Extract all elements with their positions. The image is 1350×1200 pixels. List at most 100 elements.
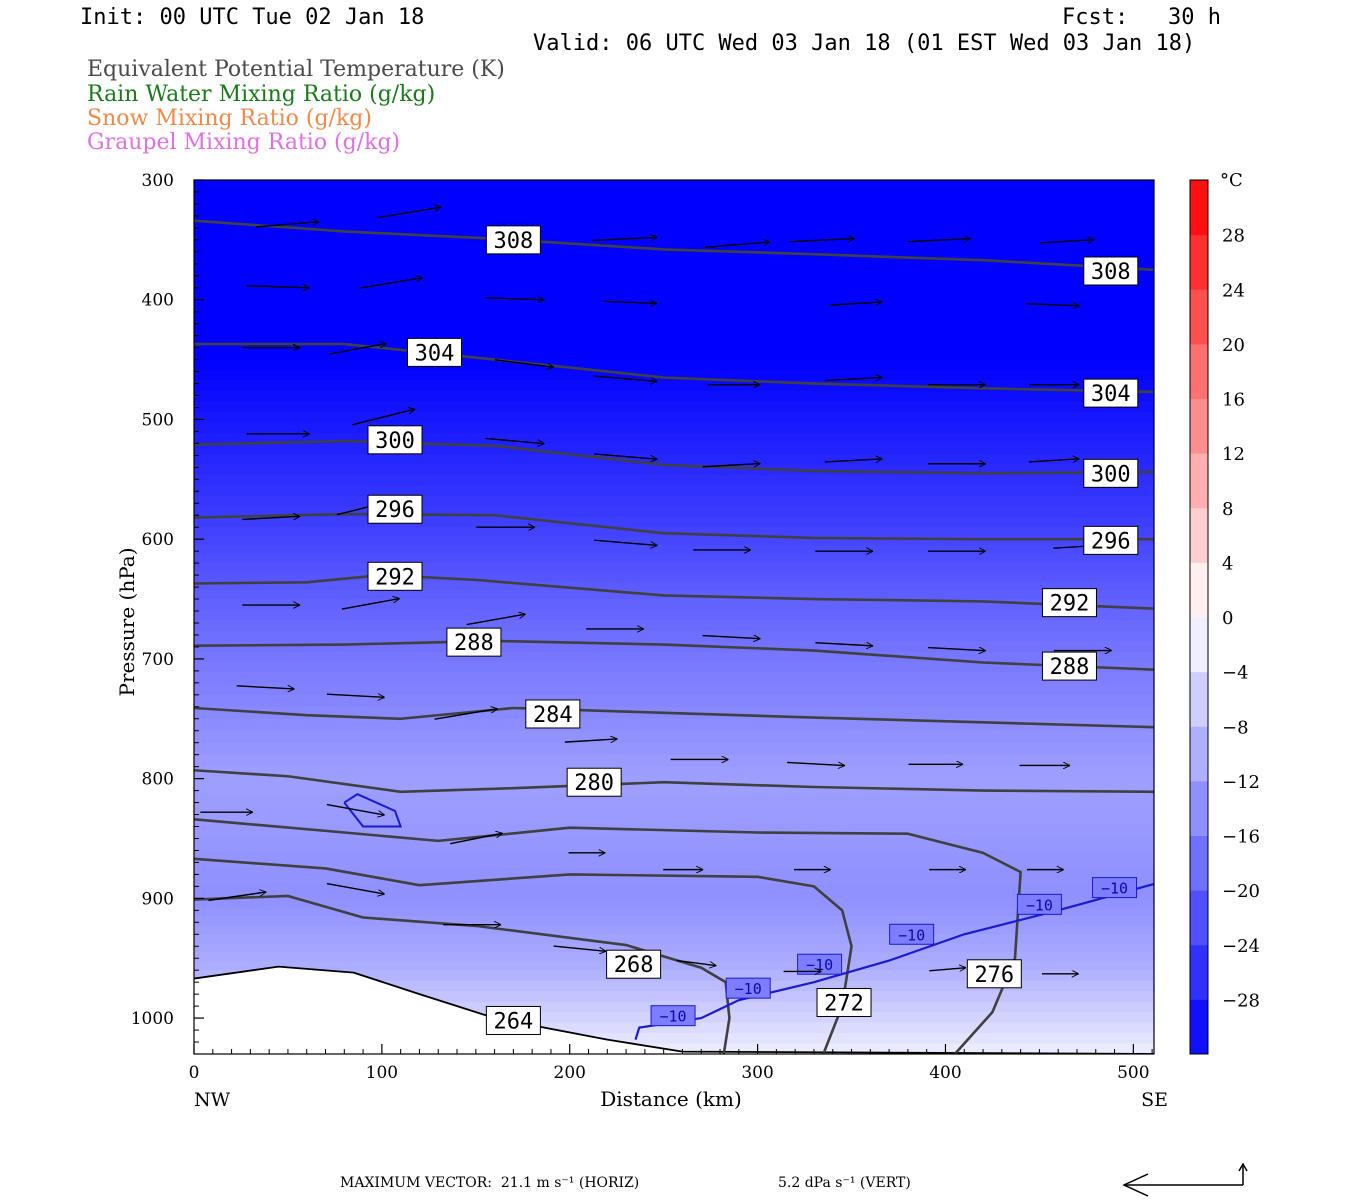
contour-label-box bbox=[406, 337, 462, 367]
temperature-band bbox=[194, 943, 1154, 953]
contour-label: 308 bbox=[1091, 260, 1131, 285]
colorbar: 28 24 20 16 12 8 4 0 −4 −8 −12 −16 −20 −24 −28 °C bbox=[1189, 170, 1260, 1055]
colorbar-segment bbox=[1190, 890, 1208, 946]
x-tick-label: 0 bbox=[189, 1063, 200, 1083]
temperature-band bbox=[194, 516, 1154, 528]
isotherm-label: −10 bbox=[898, 926, 925, 944]
contour-label-box bbox=[525, 699, 581, 729]
temperature-band bbox=[194, 370, 1154, 382]
temperature-band bbox=[194, 485, 1154, 497]
temperature-band bbox=[194, 572, 1154, 582]
colorbar-label: −8 bbox=[1222, 717, 1249, 738]
temperature-band bbox=[194, 952, 1154, 962]
colorbar-segment bbox=[1190, 944, 1208, 1000]
isotherm-label: −10 bbox=[660, 1008, 687, 1026]
wind-vector bbox=[485, 298, 545, 300]
contour-label-box bbox=[1041, 651, 1097, 681]
temperature-band bbox=[194, 718, 1154, 732]
x-tick-label: 400 bbox=[929, 1063, 961, 1083]
temperature-band bbox=[194, 742, 1154, 756]
temperature-band bbox=[194, 640, 1154, 653]
isotherm-label-box bbox=[889, 923, 935, 945]
wind-vector bbox=[326, 803, 385, 816]
terrain bbox=[194, 965, 1154, 1054]
temperature-band bbox=[194, 980, 1154, 992]
temperature-band bbox=[194, 883, 1154, 899]
temperature-band bbox=[194, 411, 1154, 424]
wind-vector bbox=[246, 286, 310, 288]
isotherm-label: −10 bbox=[806, 956, 833, 974]
isotherm-loop bbox=[343, 793, 403, 828]
colorbar-label: 20 bbox=[1222, 335, 1245, 356]
temperature-band bbox=[194, 853, 1154, 870]
wind-vector bbox=[594, 453, 657, 459]
theta-e-contour bbox=[194, 573, 1154, 610]
temperature-band bbox=[194, 793, 1154, 810]
theta-e-contour bbox=[194, 857, 853, 1054]
contour-label: 276 bbox=[974, 963, 1014, 988]
theta-e-contours bbox=[194, 219, 1154, 1054]
temperature-band bbox=[194, 838, 1154, 855]
contour-label-box bbox=[446, 627, 502, 657]
wind-vector bbox=[604, 301, 657, 303]
colorbar-label: −4 bbox=[1222, 663, 1249, 684]
x-tick-label: 300 bbox=[741, 1063, 773, 1083]
axes: 300 400 500 600 700 800 900 1000 0 100 200 300 400 50… bbox=[115, 171, 1168, 1111]
wind-vector bbox=[450, 833, 503, 845]
forecast-hour: Fcst: 30 h bbox=[1062, 5, 1221, 30]
colorbar-segment bbox=[1190, 234, 1208, 290]
temperature-band bbox=[194, 269, 1154, 293]
wind-vector bbox=[378, 207, 441, 219]
wind-vector bbox=[242, 516, 300, 519]
wind-vector bbox=[256, 222, 319, 228]
contour-label-box bbox=[1083, 458, 1139, 488]
contour-label: 288 bbox=[454, 631, 494, 656]
temperature-band bbox=[194, 970, 1154, 982]
temperature-band bbox=[194, 202, 1154, 226]
temperature-band bbox=[194, 1043, 1154, 1054]
contour-label: 268 bbox=[614, 953, 654, 978]
temperature-band bbox=[194, 545, 1154, 555]
nw-label: NW bbox=[194, 1089, 231, 1111]
wind-vector bbox=[326, 694, 385, 697]
contour-label-box bbox=[1083, 378, 1139, 408]
x-tick-label: 500 bbox=[1117, 1063, 1149, 1083]
valid-time: Valid: 06 UTC Wed 03 Jan 18 (01 EST Wed … bbox=[533, 31, 1196, 56]
y-tick-label: 700 bbox=[142, 650, 174, 670]
colorbar-segment bbox=[1190, 180, 1208, 236]
temperature-band bbox=[194, 907, 1154, 917]
temperature-band bbox=[194, 247, 1154, 271]
colorbar-label: 0 bbox=[1222, 608, 1233, 629]
vertical-vector-text: 5.2 dPa s⁻¹ (VERT) bbox=[778, 1175, 911, 1191]
contour-label: 296 bbox=[375, 498, 415, 523]
x-axis-label: Distance (km) bbox=[600, 1087, 742, 1111]
temperature-band bbox=[194, 432, 1154, 444]
wind-vector bbox=[787, 762, 845, 765]
colorbar-label: 8 bbox=[1222, 499, 1233, 520]
temperature-band bbox=[194, 630, 1154, 642]
contour-label-box bbox=[966, 959, 1022, 989]
y-tick-label: 600 bbox=[142, 530, 174, 550]
colorbar-label: −20 bbox=[1222, 881, 1260, 902]
temperature-band bbox=[194, 651, 1154, 663]
contour-label: 300 bbox=[1091, 462, 1131, 487]
wind-vector bbox=[328, 344, 387, 355]
wind-vector bbox=[1028, 459, 1079, 462]
colorbar-segment bbox=[1190, 617, 1208, 673]
colorbar-label: 16 bbox=[1222, 390, 1245, 411]
temperature-band bbox=[194, 453, 1154, 465]
temperature-band bbox=[194, 527, 1154, 537]
temperature-band bbox=[194, 401, 1154, 413]
temperature-band bbox=[194, 292, 1154, 316]
wind-vector bbox=[434, 709, 498, 720]
isotherm-label-box bbox=[725, 977, 771, 999]
wind-vector bbox=[208, 892, 267, 902]
colorbar-segment bbox=[1190, 289, 1208, 345]
temperature-band bbox=[194, 1022, 1154, 1034]
contour-label-box bbox=[1083, 256, 1139, 286]
temperature-band bbox=[194, 314, 1154, 338]
contour-label: 264 bbox=[493, 1009, 533, 1034]
isotherm-label-box bbox=[650, 1005, 696, 1027]
colorbar-segment bbox=[1190, 999, 1208, 1055]
wind-vector bbox=[466, 614, 526, 626]
